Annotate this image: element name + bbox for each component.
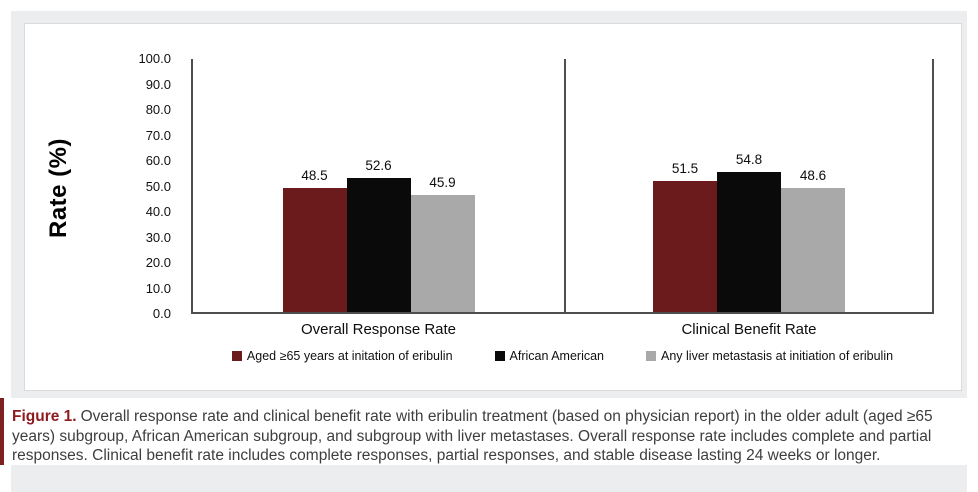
bar-value-label: 45.9 [429,174,456,190]
y-tick-label: 10.0 [145,280,171,296]
chart-legend: Aged ≥65 years at initation of eribulin A… [191,349,934,363]
bar-column: 51.5 [653,161,717,312]
legend-label: Aged ≥65 years at initation of eribulin [246,349,453,363]
legend-label: African American [509,349,605,363]
y-tick-label: 30.0 [145,229,171,245]
bar-column: 45.9 [410,174,475,312]
legend-swatch-icon [646,351,657,361]
y-tick-label: 70.0 [145,127,171,143]
bar-group: 48.5 52.6 45.9 [282,157,475,312]
bar-column: 48.6 [781,168,845,312]
y-tick-label: 20.0 [145,255,171,270]
bar-value-label: 48.5 [301,168,328,184]
y-tick-label: 90.0 [145,76,171,92]
legend-item: African American [494,349,605,363]
y-axis-tick-labels: 100.0 90.0 80.0 70.0 60.0 50.0 40.0 30.0 20.0 10.… [121,51,181,321]
category-label: Overall Response Rate [300,321,457,338]
y-tick-label: 100.0 [138,51,171,66]
figure-caption-label: Figure 1. [12,408,77,425]
category-panel: 51.5 54.8 48.6 Clinical Benefit Rate [566,59,932,338]
bar-column: 48.5 [282,168,347,312]
plot-area: 48.5 52.6 45.9 Overall Response Rate 51.5 54.… [191,59,934,338]
bar-column: 54.8 [717,152,781,312]
category-panel: 48.5 52.6 45.9 Overall Response Rate [193,59,566,338]
bar-value-label: 52.6 [365,157,392,173]
legend-item: Any liver metastasis at initiation of er… [646,349,893,363]
bar-value-label: 51.5 [671,160,699,176]
category-label: Clinical Benefit Rate [681,321,817,338]
y-tick-label: 0.0 [152,306,171,321]
bar-group: 51.5 54.8 48.6 [653,152,845,312]
bar [653,180,717,312]
bar-value-label: 48.6 [799,168,827,184]
figure-caption-block: Figure 1. Overall response rate and clini… [0,398,970,465]
figure-caption-text: Overall response rate and clinical benef… [12,408,933,464]
y-tick-label: 50.0 [145,178,171,194]
y-axis-title: Rate (%) [45,137,72,239]
legend-label: Any liver metastasis at initiation of er… [661,349,894,363]
bar [282,188,347,312]
legend-swatch-icon [231,351,242,361]
bar-value-label: 54.8 [735,152,763,168]
bar [410,194,475,312]
bar [781,188,845,312]
y-tick-label: 80.0 [145,102,171,117]
bar [717,172,781,312]
bar [346,177,411,312]
legend-swatch-icon [494,351,505,361]
bar-column: 52.6 [346,157,411,312]
legend-item: Aged ≥65 years at initation of eribulin [231,349,453,363]
y-tick-label: 60.0 [145,153,171,168]
chart-card: Rate (%) 100.0 90.0 80.0 70.0 60.0 50.0 40.0 30… [24,23,962,391]
y-tick-label: 40.0 [145,204,171,219]
